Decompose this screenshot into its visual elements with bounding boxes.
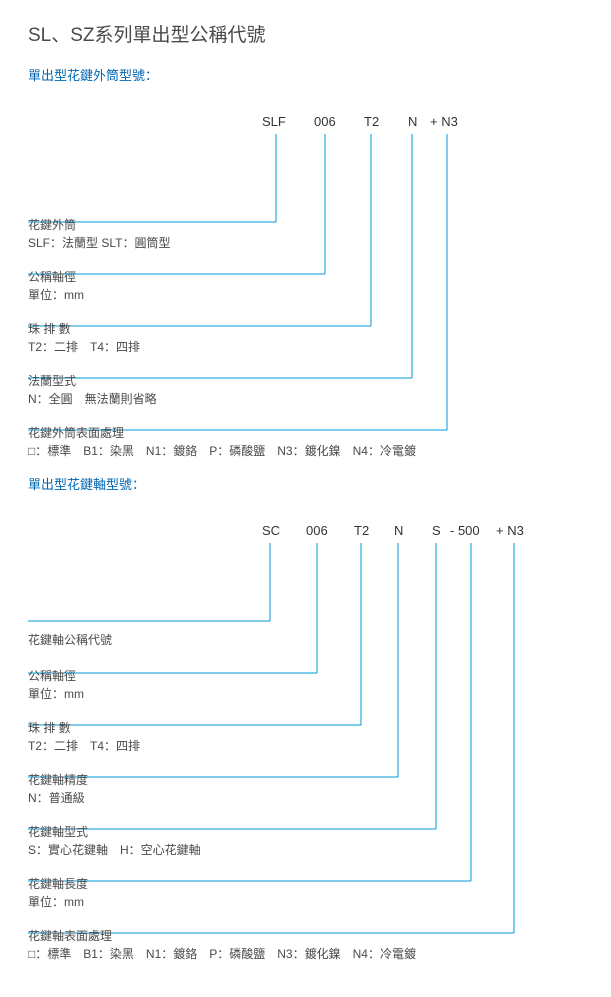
desc-title: 珠 排 數	[28, 719, 140, 737]
desc-title: 花鍵外筒	[28, 216, 170, 234]
code-segment: T2	[354, 523, 369, 538]
desc-title: 公稱軸徑	[28, 268, 84, 286]
diagram-2: SC006T2NS- 500+ N3 花鍵軸公稱代號公稱軸徑單位：mm珠 排 數…	[28, 523, 583, 937]
desc-block: 珠 排 數T2：二排 T4：四排	[28, 320, 140, 356]
code-segment: T2	[364, 114, 379, 129]
desc-block: 公稱軸徑單位：mm	[28, 268, 84, 304]
code-segment: S	[432, 523, 441, 538]
desc-detail: SLF：法蘭型 SLT：圓筒型	[28, 234, 170, 252]
code-segment: + N3	[496, 523, 524, 538]
desc-detail: T2：二排 T4：四排	[28, 338, 140, 356]
desc-block: 花鍵軸表面處理□：標準 B1：染黑 N1：鍍鉻 P：磷酸鹽 N3：鍍化鎳 N4：…	[28, 927, 416, 963]
code-segment: SC	[262, 523, 280, 538]
desc-block: 公稱軸徑單位：mm	[28, 667, 84, 703]
section1-title: 單出型花鍵外筒型號：	[28, 65, 583, 84]
desc-title: 花鍵軸精度	[28, 771, 88, 789]
desc-detail: 單位：mm	[28, 685, 84, 703]
desc-detail: S：實心花鍵軸 H：空心花鍵軸	[28, 841, 201, 859]
code-segment: - 500	[450, 523, 480, 538]
desc-detail: 單位：mm	[28, 893, 88, 911]
diagram-1: SLF006T2N+ N3 花鍵外筒SLF：法蘭型 SLT：圓筒型公稱軸徑單位：…	[28, 114, 583, 434]
code-segment: N	[394, 523, 403, 538]
desc-title: 花鍵外筒表面處理	[28, 424, 416, 442]
desc-block: 花鍵軸長度單位：mm	[28, 875, 88, 911]
desc-title: 法蘭型式	[28, 372, 157, 390]
desc-detail: □：標準 B1：染黑 N1：鍍鉻 P：磷酸鹽 N3：鍍化鎳 N4：冷電鍍	[28, 442, 416, 460]
desc-block: 花鍵外筒表面處理□：標準 B1：染黑 N1：鍍鉻 P：磷酸鹽 N3：鍍化鎳 N4…	[28, 424, 416, 460]
desc-title: 花鍵軸公稱代號	[28, 631, 112, 649]
desc-title: 公稱軸徑	[28, 667, 84, 685]
code-segment: + N3	[430, 114, 458, 129]
code-row-1: SLF 006 T2 N + N3	[28, 114, 583, 134]
desc-title: 花鍵軸長度	[28, 875, 88, 893]
desc-block: 花鍵軸公稱代號	[28, 631, 112, 649]
code-row-2: SC 006 T2 N S - 500 + N3	[28, 523, 583, 543]
desc-block: 珠 排 數T2：二排 T4：四排	[28, 719, 140, 755]
code-segment: 006	[314, 114, 336, 129]
desc-detail: N：全圓 無法蘭則省略	[28, 390, 157, 408]
desc-block: 法蘭型式N：全圓 無法蘭則省略	[28, 372, 157, 408]
code-segment: SLF	[262, 114, 286, 129]
desc-block: 花鍵軸精度N：普通級	[28, 771, 88, 807]
desc-detail: □：標準 B1：染黑 N1：鍍鉻 P：磷酸鹽 N3：鍍化鎳 N4：冷電鍍	[28, 945, 416, 963]
desc-detail: N：普通級	[28, 789, 88, 807]
section2-title: 單出型花鍵軸型號：	[28, 474, 583, 493]
desc-detail: 單位：mm	[28, 286, 84, 304]
desc-block: 花鍵外筒SLF：法蘭型 SLT：圓筒型	[28, 216, 170, 252]
page-title: SL、SZ系列單出型公稱代號	[28, 20, 583, 47]
desc-detail: T2：二排 T4：四排	[28, 737, 140, 755]
code-segment: N	[408, 114, 417, 129]
desc-block: 花鍵軸型式S：實心花鍵軸 H：空心花鍵軸	[28, 823, 201, 859]
desc-title: 花鍵軸型式	[28, 823, 201, 841]
code-segment: 006	[306, 523, 328, 538]
desc-title: 珠 排 數	[28, 320, 140, 338]
